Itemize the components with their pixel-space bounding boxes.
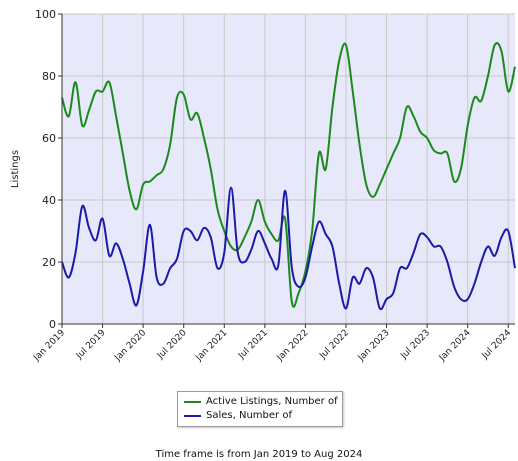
timeframe-note: Time frame is from Jan 2019 to Aug 2024	[155, 449, 363, 460]
x-tick-label: Jul 2020	[155, 328, 189, 362]
legend-swatch-sales	[184, 414, 201, 417]
x-tick-label: Jan 2023	[356, 328, 392, 364]
y-tick-label: 20	[42, 256, 56, 269]
y-axis-label: Listings	[10, 150, 21, 188]
x-tick-label: Jan 2020	[112, 328, 148, 364]
legend: Active Listings, Number of Sales, Number…	[177, 391, 343, 427]
x-tick-label: Jan 2022	[275, 328, 311, 364]
series-line-sales	[61, 186, 516, 311]
y-tick-label: 60	[42, 132, 56, 145]
x-tick-label: Jul 2022	[317, 328, 351, 362]
x-tick-label: Jul 2023	[399, 328, 433, 362]
legend-item-active-listings: Active Listings, Number of	[184, 395, 338, 408]
x-tick-label: Jul 2021	[236, 328, 270, 362]
legend-item-sales: Sales, Number of	[184, 409, 292, 422]
x-tick-label: Jul 2019	[74, 328, 108, 362]
y-tick-label: 100	[35, 8, 56, 21]
legend-label-sales: Sales, Number of	[206, 410, 292, 421]
series-lines	[61, 42, 516, 311]
x-tick-label: Jul 2024	[480, 328, 514, 362]
x-tick-label: Jan 2021	[194, 328, 230, 364]
plot-area	[62, 14, 515, 324]
legend-swatch-active-listings	[184, 400, 201, 403]
y-tick-label: 0	[49, 318, 56, 331]
x-tick-label: Jan 2024	[437, 328, 473, 364]
x-tick-label: Jan 2019	[31, 328, 67, 364]
legend-label-active-listings: Active Listings, Number of	[206, 396, 338, 407]
y-tick-label: 40	[42, 194, 56, 207]
y-tick-label: 80	[42, 70, 56, 83]
series-line-active-listings	[61, 42, 516, 308]
